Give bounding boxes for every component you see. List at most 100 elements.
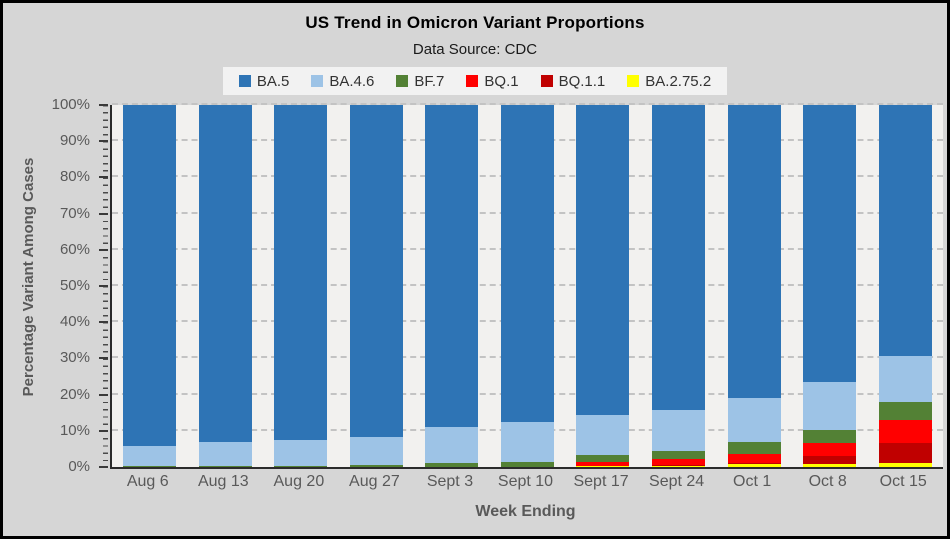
y-tick-label-90: 90% (59, 132, 90, 150)
bar-segment-BF.7 (198, 465, 252, 467)
bar-segment-BF.7 (274, 465, 328, 467)
bar-segment-BA.2.75.2 (727, 464, 781, 467)
legend-swatch-icon (311, 75, 324, 87)
x-tick-label-oct-1: Oct 1 (733, 473, 772, 490)
legend: BA.5 BA.4.6 BF.7 BQ.1 BQ.1.1 BA.2.75.2 (222, 67, 728, 95)
plot-area (110, 103, 943, 469)
bar-segment-BA.5 (576, 105, 630, 415)
bar-segment-BA.4.6 (274, 439, 328, 466)
bar-segment-BA.2.75.2 (651, 465, 705, 467)
y-tick-label-100: 100% (51, 96, 90, 113)
bar-aug-20 (274, 105, 328, 467)
legend-label: BQ.1.1 (558, 72, 606, 90)
bar-oct-1 (727, 105, 781, 467)
bar-oct-8 (803, 105, 857, 467)
legend-item-BQ.1: BQ.1 (466, 72, 519, 90)
chart-subtitle: Data Source: CDC (412, 41, 538, 58)
y-tick-label-0: 0% (68, 458, 90, 475)
x-tick-label-aug-20: Aug 20 (273, 473, 325, 490)
legend-label: BA.4.6 (329, 72, 375, 90)
bar-segment-BF.7 (803, 429, 857, 444)
bar-segment-BF.7 (123, 465, 177, 467)
bar-segment-BF.7 (500, 461, 554, 467)
y-tick-label-30: 30% (59, 349, 90, 367)
legend-item-BA.5: BA.5 (238, 72, 290, 90)
legend-item-BQ.1.1: BQ.1.1 (540, 72, 606, 90)
y-tick-mark (99, 104, 108, 106)
bar-segment-BA.4.6 (651, 409, 705, 452)
bar-segment-BA.4.6 (500, 422, 554, 462)
x-tick-label-sept-3: Sept 3 (426, 473, 474, 490)
y-tick-mark (99, 429, 108, 432)
x-axis-title: Week Ending (475, 503, 576, 520)
legend-swatch-icon (466, 75, 479, 87)
bar-segment-BA.5 (198, 105, 252, 442)
y-tick-mark (99, 321, 108, 324)
bar-segment-BA.4.6 (878, 356, 932, 402)
y-tick-label-80: 80% (59, 168, 90, 186)
y-tick-mark (99, 393, 108, 396)
bar-segment-BQ.1 (727, 454, 781, 464)
x-tick-label-oct-8: Oct 8 (808, 473, 847, 490)
gridline-100 (112, 103, 943, 105)
legend-swatch-icon (238, 75, 251, 87)
bar-segment-BQ.1 (803, 443, 857, 457)
x-tick-label-sept-10: Sept 10 (497, 473, 554, 490)
legend-swatch-icon (540, 75, 553, 87)
legend-label: BQ.1 (484, 72, 519, 90)
y-tick-mark (99, 212, 108, 215)
bar-segment-BQ.1.1 (576, 465, 630, 467)
legend-label: BF.7 (414, 72, 445, 90)
x-tick-label-oct-15: Oct 15 (879, 473, 927, 490)
bar-segment-BA.5 (803, 105, 857, 383)
legend-swatch-icon (627, 75, 640, 87)
bar-segment-BA.4.6 (349, 436, 403, 465)
bar-segment-BA.2.75.2 (576, 466, 630, 467)
x-tick-label-aug-6: Aug 6 (126, 473, 169, 490)
x-tick-label-sept-24: Sept 24 (649, 473, 705, 490)
bar-sept-3 (425, 105, 479, 467)
bar-segment-BQ.1.1 (803, 456, 857, 465)
bar-segment-BA.5 (500, 105, 554, 423)
legend-row: BA.5 BA.4.6 BF.7 BQ.1 BQ.1.1 BA.2.75.2 (3, 67, 947, 95)
bar-segment-BA.5 (425, 105, 479, 428)
bar-segment-BF.7 (425, 463, 479, 467)
bar-segment-BQ.1.1 (878, 443, 932, 464)
bar-sept-17 (576, 105, 630, 467)
y-tick-label-20: 20% (59, 385, 90, 403)
y-tick-mark (99, 357, 108, 360)
x-tick-label-aug-27: Aug 27 (349, 473, 400, 490)
bar-segment-BA.4.6 (803, 382, 857, 430)
y-tick-label-40: 40% (59, 313, 90, 331)
legend-item-BA.2.75.2: BA.2.75.2 (627, 73, 711, 90)
bar-aug-13 (198, 105, 252, 467)
bar-segment-BF.7 (349, 464, 403, 467)
bar-sept-10 (500, 105, 554, 467)
bar-segment-BA.2.75.2 (878, 463, 932, 467)
legend-item-BA.4.6: BA.4.6 (311, 73, 374, 90)
legend-label: BA.5 (256, 72, 290, 90)
y-tick-mark (99, 176, 108, 179)
bar-segment-BA.5 (274, 105, 328, 440)
bar-segment-BQ.1 (878, 420, 932, 444)
legend-label: BA.2.75.2 (645, 72, 712, 90)
bar-segment-BA.5 (878, 105, 932, 357)
y-tick-label-70: 70% (59, 204, 90, 222)
bar-segment-BA.5 (349, 105, 403, 437)
bar-segment-BA.5 (651, 105, 705, 410)
bar-segment-BA.2.75.2 (803, 464, 857, 467)
bar-segment-BA.4.6 (425, 427, 479, 464)
bar-segment-BA.4.6 (198, 441, 252, 466)
bar-segment-BA.5 (123, 105, 177, 447)
bar-segment-BF.7 (878, 401, 932, 421)
bar-segment-BQ.1.1 (727, 463, 781, 465)
x-tick-label-sept-17: Sept 17 (573, 473, 629, 490)
bar-sept-24 (651, 105, 705, 467)
bar-segment-BQ.1 (576, 461, 630, 466)
bar-segment-BA.4.6 (727, 398, 781, 442)
bars-container (112, 105, 943, 467)
legend-swatch-icon (396, 75, 409, 87)
bar-segment-BA.4.6 (576, 414, 630, 456)
y-tick-mark (99, 466, 108, 468)
